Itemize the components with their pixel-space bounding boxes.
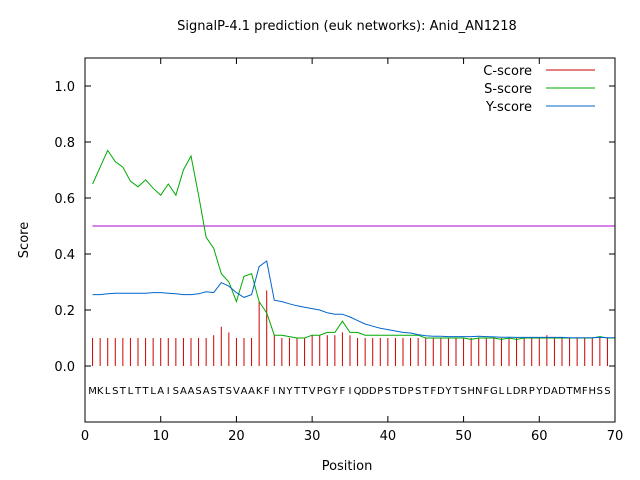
- sequence-residue: I: [273, 386, 276, 397]
- sequence-residue: H: [589, 386, 597, 397]
- sequence-residue: D: [361, 386, 369, 397]
- sequence-residue: K: [97, 386, 104, 397]
- sequence-residue: A: [551, 386, 558, 397]
- sequence-residue: L: [150, 386, 156, 397]
- sequence-residue: S: [195, 386, 201, 397]
- plot-frame: [84, 57, 616, 423]
- y-tick-label: 0.8: [54, 136, 75, 151]
- chart-title: SignalP-4.1 prediction (euk networks): A…: [177, 19, 517, 34]
- sequence-residue: M: [88, 386, 97, 397]
- sequence-residue: S: [597, 386, 603, 397]
- sequence-residue: S: [604, 386, 610, 397]
- x-tick-label: 40: [380, 429, 397, 444]
- sequence-residue: D: [437, 386, 445, 397]
- s-score-line: [92, 149, 615, 340]
- x-axis-label: Position: [322, 459, 373, 474]
- y-tick-label: 0.0: [54, 360, 75, 375]
- sequence-residue: A: [180, 386, 187, 397]
- sequence-residue: S: [460, 386, 466, 397]
- x-tick-label: 50: [455, 429, 472, 444]
- sequence-residue: A: [241, 386, 248, 397]
- sequence-residue: T: [391, 386, 399, 397]
- sequence-residue: L: [499, 386, 505, 397]
- sequence-residue: H: [467, 386, 475, 397]
- legend-label-s-score: S-score: [484, 82, 532, 97]
- sequence-residue: Y: [285, 386, 293, 397]
- sequence-residue: A: [157, 386, 164, 397]
- sequence-residue: D: [399, 386, 407, 397]
- sequence-residue: R: [521, 386, 528, 397]
- sequence-residue: S: [211, 386, 217, 397]
- sequence-residue: T: [452, 386, 460, 397]
- sequence-residue: K: [256, 386, 263, 397]
- sequence-residue: T: [293, 386, 301, 397]
- sequence-residue: M: [573, 386, 582, 397]
- sequence-residue: D: [513, 386, 521, 397]
- sequence-residue: Y: [444, 386, 452, 397]
- sequence-residue: G: [323, 386, 331, 397]
- sequence-residue: T: [301, 386, 309, 397]
- y-tick-label: 0.2: [54, 304, 75, 319]
- y-score-line: [92, 260, 615, 339]
- sequence-residue: S: [385, 386, 391, 397]
- sequence-residue: F: [430, 386, 436, 397]
- sequence-residue: A: [188, 386, 195, 397]
- y-tick-label: 0.6: [54, 192, 75, 207]
- x-tick-label: 20: [228, 429, 245, 444]
- sequence-residue: S: [415, 386, 421, 397]
- y-tick-label: 0.4: [54, 248, 75, 263]
- sequence-residue: L: [105, 386, 111, 397]
- sequence-residue: A: [248, 386, 255, 397]
- sequence-residue: F: [264, 386, 270, 397]
- x-tick-label: 30: [304, 429, 321, 444]
- sequence-residue: A: [203, 386, 210, 397]
- x-tick-label: 0: [81, 429, 89, 444]
- x-tick-label: 60: [531, 429, 548, 444]
- sequence-residue: S: [226, 386, 232, 397]
- sequence-residue: P: [377, 386, 383, 397]
- sequence-residue: N: [278, 386, 285, 397]
- sequence-residue: P: [408, 386, 414, 397]
- sequence-residue: T: [134, 386, 142, 397]
- sequence-residue: P: [529, 386, 535, 397]
- sequence-residue: F: [582, 386, 588, 397]
- sequence-residue: T: [422, 386, 430, 397]
- sequence-residue: S: [112, 386, 118, 397]
- c-score-impulses: [92, 290, 616, 366]
- y-tick-label: 1.0: [54, 80, 75, 95]
- sequence-residue: D: [558, 386, 566, 397]
- y-axis-label: Score: [17, 222, 32, 258]
- sequence-residue: T: [217, 386, 225, 397]
- sequence-residue: D: [369, 386, 377, 397]
- sequence-residue: I: [349, 386, 352, 397]
- sequence-residue: Q: [354, 386, 362, 397]
- legend-label-y-score: Y-score: [485, 100, 532, 115]
- legend-label-c-score: C-score: [483, 64, 532, 79]
- sequence-residue: L: [506, 386, 512, 397]
- sequence-residue: L: [128, 386, 134, 397]
- sequence-residue: V: [233, 386, 240, 397]
- sequence-residue: T: [566, 386, 574, 397]
- sequence-residue: S: [173, 386, 179, 397]
- score-lines: [92, 149, 615, 340]
- sequence-residue: Y: [535, 386, 543, 397]
- sequence-residue: F: [340, 386, 346, 397]
- x-tick-label: 70: [607, 429, 624, 444]
- x-tick-label: 10: [152, 429, 169, 444]
- sequence-residue: V: [309, 386, 316, 397]
- sequence-residue: Y: [331, 386, 339, 397]
- sequence-residue: N: [475, 386, 482, 397]
- sequence-residue: T: [119, 386, 127, 397]
- sequence-residue: T: [142, 386, 150, 397]
- sequence-residue: D: [543, 386, 551, 397]
- legend: C-score S-score Y-score: [483, 64, 595, 115]
- sequence-residue: F: [483, 386, 489, 397]
- sequence-residue: I: [167, 386, 170, 397]
- axis-layer: 0 10 20 30 40 50 60 70 0.0 0.2 0.4 0.6 0.8 1.0: [54, 58, 623, 444]
- sequence-residue: P: [317, 386, 323, 397]
- sequence-residue: G: [490, 386, 498, 397]
